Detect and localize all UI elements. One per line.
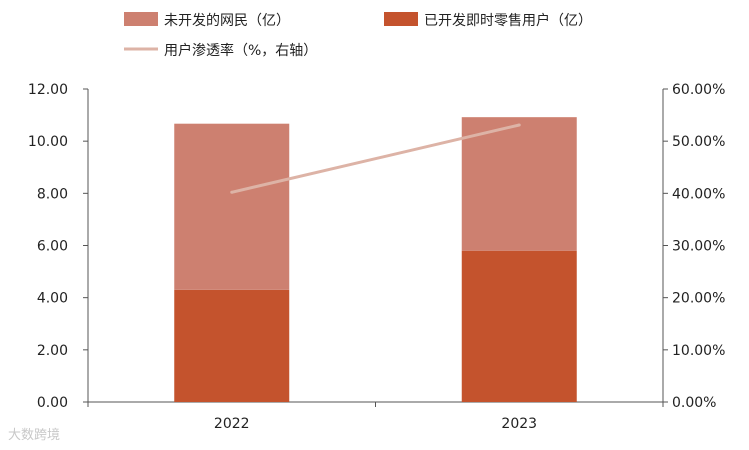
bar-undeveloped-2023 [461,117,577,251]
legend: 未开发的网民（亿） 已开发即时零售用户（亿） 用户渗透率（%，右轴） [124,12,592,59]
right-tick-label: 20.00% [672,291,725,307]
bar-developed-2023 [461,250,577,402]
x-tick-label: 2023 [501,416,537,432]
right-axis-ticks: 0.00% 10.00% 20.00% 30.00% 40.00% 50.00% 60.00… [663,82,725,411]
left-tick-label: 4.00 [37,291,68,307]
left-tick-label: 2.00 [37,343,68,359]
legend-label-developed: 已开发即时零售用户（亿） [424,12,592,29]
penetration-line [230,123,521,194]
left-tick-label: 6.00 [37,239,68,255]
x-tick-label: 2022 [214,416,250,432]
right-tick-label: 30.00% [672,239,725,255]
right-tick-label: 60.00% [672,82,725,98]
right-tick-label: 10.00% [672,343,725,359]
x-axis-ticks: 2022 2023 [87,402,664,432]
left-tick-label: 10.00 [28,134,68,150]
legend-swatch-developed [384,12,418,26]
axes: 0.00 2.00 4.00 6.00 8.00 10.00 12.00 0.00% 10.0… [28,82,725,432]
penetration-point [230,190,234,194]
right-tick-label: 50.00% [672,134,725,150]
bar-developed-2022 [174,289,290,402]
bar-undeveloped-2022 [174,123,290,290]
penetration-point [517,123,521,127]
bars [174,117,577,402]
watermark: 大数跨境 [8,428,61,443]
left-tick-label: 8.00 [37,186,68,202]
right-tick-label: 0.00% [672,395,716,411]
legend-swatch-undeveloped [124,12,158,26]
left-axis-ticks: 0.00 2.00 4.00 6.00 8.00 10.00 12.00 [28,82,88,411]
right-tick-label: 40.00% [672,186,725,202]
legend-label-undeveloped: 未开发的网民（亿） [164,13,290,29]
left-tick-label: 12.00 [28,82,68,98]
legend-label-penetration: 用户渗透率（%，右轴） [164,42,317,59]
penetration-line-path [231,123,520,194]
left-tick-label: 0.00 [37,395,68,411]
